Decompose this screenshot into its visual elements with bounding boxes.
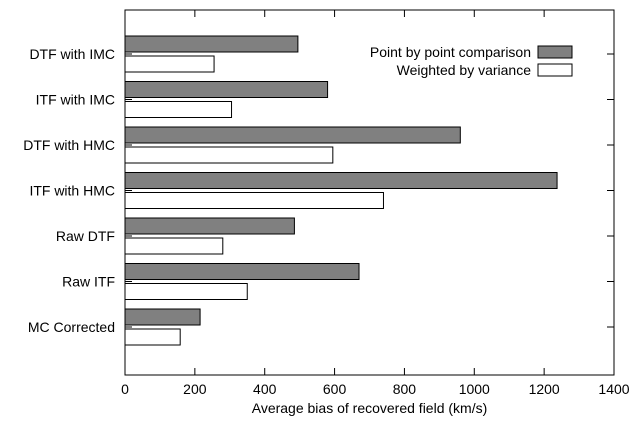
bar-weighted-by-variance — [124, 146, 334, 164]
category-label: Raw ITF — [62, 274, 115, 290]
legend-swatch — [537, 63, 573, 77]
bar-series — [124, 35, 558, 346]
bar-weighted-by-variance — [124, 283, 248, 300]
bar-point-by-point — [124, 263, 360, 280]
category-label: ITF with IMC — [36, 92, 115, 108]
bar-weighted-by-variance — [124, 55, 215, 73]
category-label: DTF with IMC — [29, 46, 115, 62]
bar-point-by-point — [124, 217, 295, 235]
category-label: ITF with HMC — [29, 183, 115, 199]
bar-point-by-point — [124, 172, 558, 189]
bar-weighted-by-variance — [124, 328, 181, 346]
legend: Point by point comparison Weighted by var… — [370, 44, 573, 78]
legend-label: Weighted by variance — [397, 62, 532, 78]
x-tick-label: 1200 — [529, 381, 560, 397]
x-tick-label: 600 — [323, 381, 347, 397]
category-label: Raw DTF — [56, 228, 115, 244]
category-label: DTF with HMC — [23, 137, 115, 153]
x-tick-label: 1000 — [459, 381, 490, 397]
bar-point-by-point — [124, 126, 461, 144]
bar-point-by-point — [124, 35, 299, 53]
bar-weighted-by-variance — [124, 192, 384, 209]
category-label: MC Corrected — [28, 319, 115, 335]
x-tick-label: 1400 — [598, 381, 629, 397]
x-axis-ticks: 0 200 400 600 800 1000 1200 1400 — [121, 10, 630, 397]
bar-point-by-point — [124, 308, 201, 326]
bar-point-by-point — [124, 81, 329, 98]
bar-weighted-by-variance — [124, 237, 224, 255]
x-tick-label: 200 — [183, 381, 207, 397]
legend-swatch — [537, 45, 573, 59]
x-tick-label: 800 — [393, 381, 417, 397]
x-tick-label: 0 — [121, 381, 129, 397]
category-labels: DTF with IMC ITF with IMC DTF with HMC ITF … — [23, 46, 614, 335]
legend-label: Point by point comparison — [370, 44, 531, 60]
x-axis-label: Average bias of recovered field (km/s) — [252, 400, 488, 416]
x-tick-label: 400 — [253, 381, 277, 397]
bar-weighted-by-variance — [124, 101, 233, 118]
